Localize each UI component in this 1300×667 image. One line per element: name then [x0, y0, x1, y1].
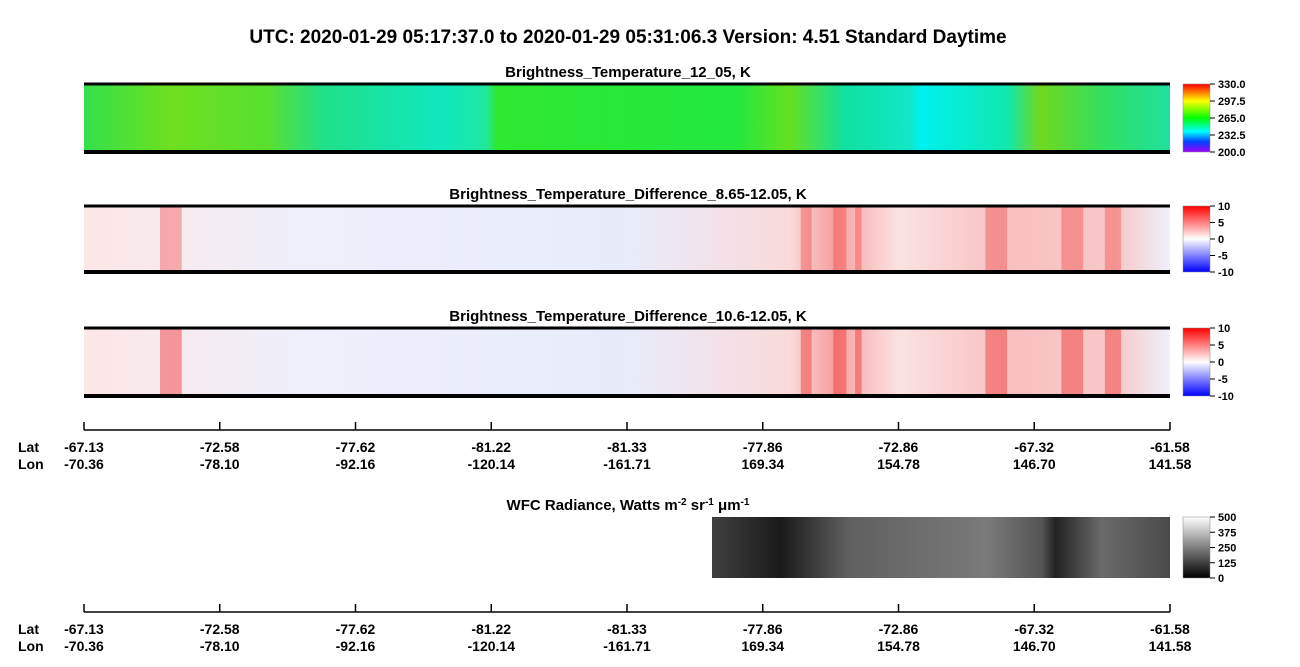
colorbar-label: 375 — [1218, 527, 1236, 539]
lon-value: -78.10 — [200, 638, 240, 654]
lat-value: -81.22 — [471, 621, 511, 637]
lat-value: -81.22 — [471, 439, 511, 455]
title-part: Brightness_Temperature_12_05, K — [505, 64, 751, 81]
swath-image — [84, 84, 1170, 152]
colorbar — [1182, 327, 1211, 397]
colorbar-label: 125 — [1218, 558, 1236, 570]
colorbar-label: -5 — [1218, 251, 1228, 263]
swath-feature — [855, 206, 862, 272]
lon-value: 154.78 — [877, 456, 920, 472]
lat-value: -77.62 — [336, 621, 376, 637]
colorbar-label: 10 — [1218, 201, 1230, 213]
swath-image — [84, 328, 1170, 396]
lon-value: -161.71 — [603, 456, 651, 472]
lat-value: -61.58 — [1150, 439, 1190, 455]
colorbar-label: 200.0 — [1218, 147, 1246, 159]
lat-value: -67.13 — [64, 439, 104, 455]
colorbar-label: 0 — [1218, 573, 1224, 585]
lat-label: Lat — [18, 621, 39, 637]
lat-value: -72.86 — [879, 439, 919, 455]
title-part: -1 — [705, 497, 714, 508]
colorbar-label: 500 — [1218, 512, 1236, 524]
lat-value: -67.32 — [1014, 621, 1054, 637]
swath-feature — [1104, 206, 1122, 272]
colorbar-label: 5 — [1218, 340, 1224, 352]
lat-label: Lat — [18, 439, 39, 455]
colorbar — [1182, 83, 1211, 153]
colorbar-label: 330.0 — [1218, 79, 1246, 91]
lon-value: -78.10 — [200, 456, 240, 472]
swath-feature — [985, 206, 1008, 272]
lat-value: -77.62 — [336, 439, 376, 455]
lon-label: Lon — [18, 456, 44, 472]
lat-value: -81.33 — [607, 621, 647, 637]
title-part: μm — [714, 497, 741, 514]
colorbar-label: 297.5 — [1218, 96, 1246, 108]
panel-title: WFC Radiance, Watts m-2 sr-1 μm-1 — [507, 497, 750, 515]
panel-title: Brightness_Temperature_12_05, K — [505, 64, 751, 81]
swath-feature — [1061, 328, 1084, 396]
title-part: Brightness_Temperature_Difference_10.6-1… — [449, 308, 807, 325]
lon-label: Lon — [18, 638, 44, 654]
lon-value: -120.14 — [468, 456, 516, 472]
title-part: sr — [687, 497, 706, 514]
lon-value: 154.78 — [877, 638, 920, 654]
colorbar-label: 232.5 — [1218, 130, 1246, 142]
lat-value: -77.86 — [743, 439, 783, 455]
swath-image — [84, 206, 1170, 272]
colorbar-label: 5 — [1218, 218, 1224, 230]
lon-value: -92.16 — [336, 456, 376, 472]
title-part: WFC Radiance, Watts m — [507, 497, 678, 514]
lon-value: 141.58 — [1149, 456, 1192, 472]
lon-value: -70.36 — [64, 638, 104, 654]
title-part: -2 — [678, 497, 687, 508]
lon-value: 169.34 — [741, 456, 784, 472]
lat-value: -72.58 — [200, 439, 240, 455]
colorbar-label: 0 — [1218, 234, 1224, 246]
swath-image — [712, 517, 1170, 578]
swath-feature — [160, 206, 182, 272]
swath-feature — [855, 328, 862, 396]
lon-value: -70.36 — [64, 456, 104, 472]
lat-value: -61.58 — [1150, 621, 1190, 637]
colorbar-label: 265.0 — [1218, 113, 1246, 125]
swath-feature — [1061, 206, 1084, 272]
lat-value: -67.32 — [1014, 439, 1054, 455]
swath-feature — [800, 206, 812, 272]
lon-value: -120.14 — [468, 638, 516, 654]
lon-value: 141.58 — [1149, 638, 1192, 654]
panel-title: Brightness_Temperature_Difference_8.65-1… — [449, 186, 807, 203]
lat-value: -67.13 — [64, 621, 104, 637]
colorbar-label: 10 — [1218, 323, 1230, 335]
lon-value: -92.16 — [336, 638, 376, 654]
lon-value: 146.70 — [1013, 456, 1056, 472]
lat-value: -77.86 — [743, 621, 783, 637]
lat-value: -72.86 — [879, 621, 919, 637]
lon-value: 169.34 — [741, 638, 784, 654]
swath-feature — [985, 328, 1008, 396]
title-part: Brightness_Temperature_Difference_8.65-1… — [449, 186, 807, 203]
colorbar-label: -10 — [1218, 267, 1234, 279]
swath-feature — [160, 328, 182, 396]
panel-title: Brightness_Temperature_Difference_10.6-1… — [449, 308, 807, 325]
page-title: UTC: 2020-01-29 05:17:37.0 to 2020-01-29… — [249, 27, 1006, 48]
colorbar-label: -5 — [1218, 374, 1228, 386]
lon-value: -161.71 — [603, 638, 651, 654]
swath-feature — [800, 328, 812, 396]
colorbar — [1182, 205, 1211, 273]
lat-value: -72.58 — [200, 621, 240, 637]
swath-feature — [1104, 328, 1122, 396]
colorbar — [1182, 516, 1211, 579]
title-part: -1 — [741, 497, 750, 508]
lat-value: -81.33 — [607, 439, 647, 455]
lon-value: 146.70 — [1013, 638, 1056, 654]
colorbar-label: -10 — [1218, 391, 1234, 403]
colorbar-label: 250 — [1218, 543, 1236, 555]
swath-feature — [833, 328, 847, 396]
colorbar-label: 0 — [1218, 357, 1224, 369]
swath-feature — [833, 206, 847, 272]
